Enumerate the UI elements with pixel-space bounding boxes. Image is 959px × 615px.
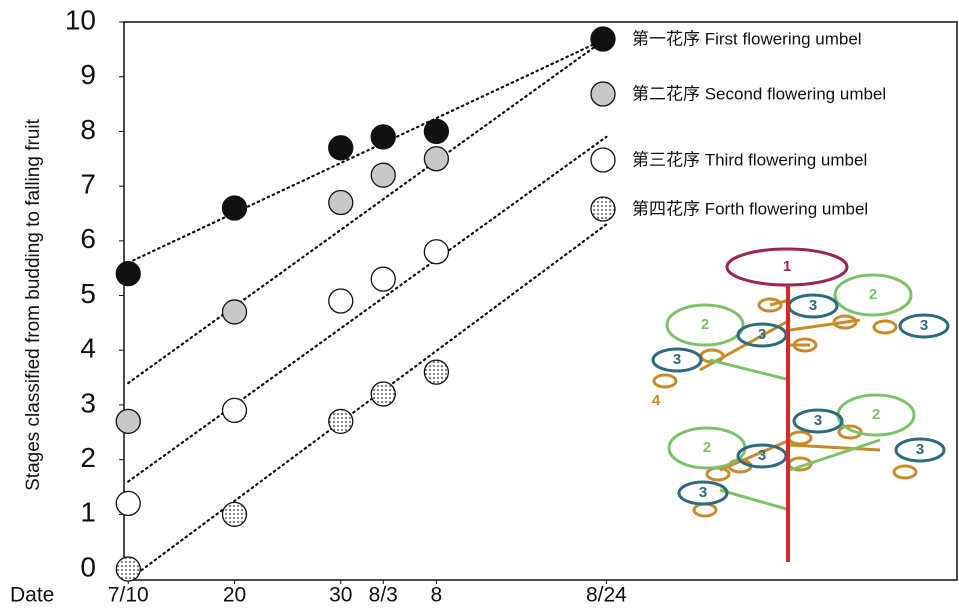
x-tick-label: 8 — [431, 584, 443, 607]
data-point — [116, 409, 140, 433]
y-tick-label: 8 — [80, 114, 96, 145]
y-tick-label: 5 — [80, 278, 96, 309]
legend-label: 第三花序 Third flowering umbel — [632, 150, 867, 169]
inset-label: 3 — [809, 297, 817, 314]
data-point — [371, 382, 395, 406]
data-point — [116, 262, 140, 286]
inset-label: 3 — [758, 447, 766, 464]
data-point — [329, 289, 353, 313]
data-point — [116, 491, 140, 515]
y-tick-label: 10 — [65, 4, 96, 35]
data-point — [371, 163, 395, 187]
data-point — [223, 502, 247, 526]
legend-label: 第二花序 Second flowering umbel — [632, 84, 886, 103]
y-tick-label: 6 — [80, 223, 96, 254]
data-point — [223, 398, 247, 422]
inset-label: 2 — [869, 286, 877, 303]
inset-diagram: 1 2 2 2 2 3 3 3 3 3 3 3 3 4 — [652, 249, 948, 562]
trend-line — [128, 38, 606, 262]
legend-marker — [591, 82, 615, 106]
trend-line — [128, 137, 606, 482]
inset-label: 1 — [783, 258, 791, 275]
data-point — [329, 136, 353, 160]
trend-line — [128, 38, 606, 383]
data-point — [223, 300, 247, 324]
legend-marker — [591, 197, 615, 221]
data-point — [223, 196, 247, 220]
data-point — [424, 119, 448, 143]
data-point — [424, 147, 448, 171]
inset-label: 2 — [703, 439, 711, 456]
legend-label: 第四花序 Forth flowering umbel — [632, 199, 868, 218]
inset-label: 3 — [920, 317, 928, 334]
inset-label: 2 — [872, 406, 880, 423]
inset-label: 3 — [699, 484, 707, 501]
data-point — [424, 240, 448, 264]
chart: Stages classified from budding to fallin… — [0, 0, 959, 610]
inset-label: 3 — [758, 326, 766, 343]
x-tick-label: 7/10 — [108, 584, 149, 607]
inset-label: 4 — [652, 392, 661, 409]
data-point — [329, 191, 353, 215]
x-axis-label: Date — [10, 584, 54, 607]
inset-label: 3 — [673, 351, 681, 368]
legend-marker — [591, 148, 615, 172]
x-tick-label: 30 — [329, 584, 352, 607]
x-tick-label: 8/3 — [369, 584, 398, 607]
y-tick-label: 3 — [80, 387, 96, 418]
y-tick-label: 4 — [80, 333, 96, 364]
x-tick-label: 8/24 — [586, 584, 627, 607]
data-point — [116, 557, 140, 581]
legend-label: 第一花序 First flowering umbel — [632, 29, 862, 48]
y-tick-label: 9 — [80, 59, 96, 90]
y-axis-label: Stages classified from budding to fallin… — [23, 118, 44, 490]
y-tick-label: 0 — [80, 551, 96, 582]
inset-label: 3 — [814, 412, 822, 429]
legend-marker — [591, 27, 615, 51]
inset-label: 3 — [916, 441, 924, 458]
data-point — [371, 125, 395, 149]
trend-line — [128, 224, 606, 580]
data-point — [371, 267, 395, 291]
data-point — [329, 409, 353, 433]
y-tick-label: 2 — [80, 442, 96, 473]
inset-label: 2 — [701, 316, 709, 333]
data-point — [424, 360, 448, 384]
y-tick-label: 1 — [80, 497, 96, 528]
y-tick-label: 7 — [80, 169, 96, 200]
x-tick-label: 20 — [223, 584, 246, 607]
